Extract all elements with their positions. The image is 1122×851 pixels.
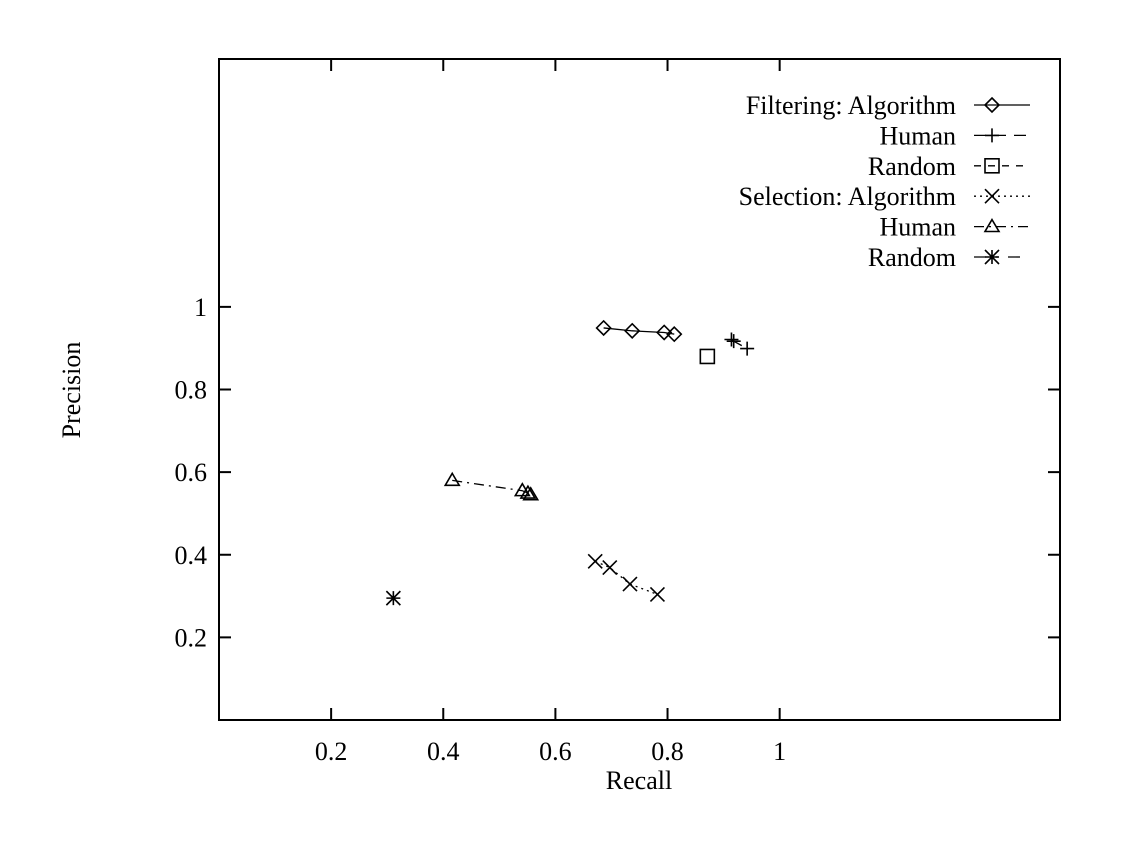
x-tick-label: 0.8 [651,737,684,766]
series-group [595,319,683,343]
x-axis-label: Recall [606,766,672,795]
legend-label: Random [868,243,956,272]
y-axis-label: Precision [57,342,86,439]
series-group [385,590,401,606]
star-marker [984,249,1000,265]
legend-entry: Random [868,243,1030,272]
series-line [594,560,658,596]
legend-label: Human [879,121,956,150]
plus-marker [985,128,999,143]
y-tick-label: 0.8 [175,376,208,405]
legend-label: Filtering: Algorithm [746,91,956,120]
plus-marker [740,341,755,356]
plus-marker [726,334,741,349]
x-tick-label: 0.4 [427,737,460,766]
axis-tick-labels: 0.2 0.4 0.6 0.8 1 0.2 0.4 0.6 0.8 1 [175,293,787,766]
series-group [699,348,716,365]
y-tick-label: 0.2 [175,623,208,652]
square-marker [699,348,716,365]
diamond-marker [983,96,1001,114]
y-tick-label: 0.6 [175,458,208,487]
legend-entry: Human [879,213,1030,242]
legend-label: Random [868,152,956,181]
triangle-marker [983,218,1001,233]
series-group [724,332,755,356]
x-tick-label: 0.6 [539,737,572,766]
star-marker [385,590,401,606]
legend-entry: Selection: Algorithm [739,182,1030,211]
legend: Filtering: AlgorithmHumanRandomSelection… [739,91,1030,272]
data-series [385,319,755,606]
diamond-marker [656,324,673,341]
series-group [587,553,666,602]
series-line [452,479,532,496]
cross-marker [984,188,1000,204]
cross-marker [622,576,638,592]
legend-label: Human [879,213,956,242]
x-tick-label: 0.2 [315,737,348,766]
diamond-marker [624,322,641,339]
x-tick-label: 1 [773,737,786,766]
plus-marker [724,332,739,347]
triangle-marker [443,471,461,487]
y-tick-label: 1 [194,293,207,322]
triangle-marker [519,484,537,499]
square-marker [984,158,1000,174]
legend-entry: Filtering: Algorithm [746,91,1030,120]
y-tick-label: 0.4 [175,541,208,570]
legend-entry: Random [868,152,1030,181]
cross-marker [649,586,666,602]
axis-ticks [219,59,1060,720]
cross-marker [587,553,603,569]
triangle-marker [522,486,540,501]
diamond-marker [595,319,612,337]
legend-entry: Human [879,121,1030,150]
cross-marker [602,559,618,576]
series-group [443,471,540,501]
legend-label: Selection: Algorithm [739,182,956,211]
diamond-marker [666,326,683,343]
